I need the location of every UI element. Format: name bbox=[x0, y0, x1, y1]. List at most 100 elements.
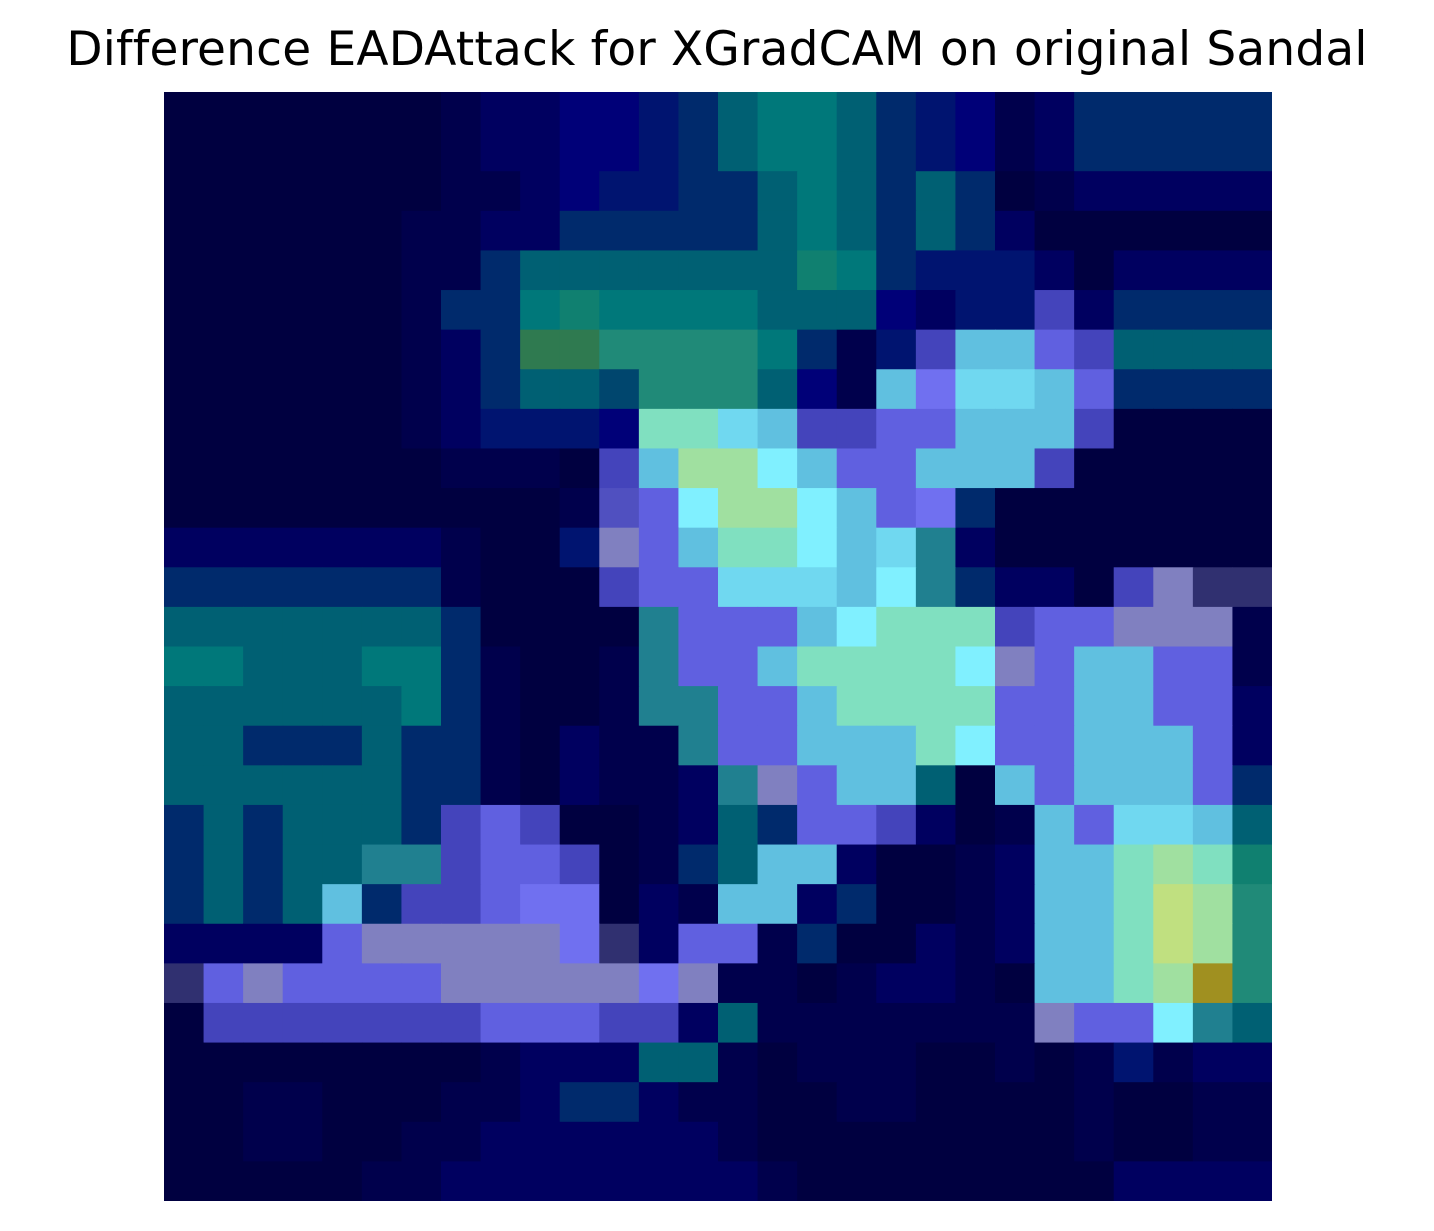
heatmap-cell bbox=[164, 488, 205, 529]
heatmap-cell bbox=[559, 290, 600, 331]
heatmap-cell bbox=[164, 567, 205, 608]
heatmap-cell bbox=[915, 290, 957, 331]
heatmap-cell bbox=[401, 290, 442, 331]
heatmap-cell bbox=[836, 171, 877, 212]
heatmap-cell bbox=[1232, 408, 1272, 450]
heatmap-cell bbox=[282, 488, 323, 529]
heatmap-cell bbox=[955, 963, 996, 1004]
heatmap-cell bbox=[361, 804, 403, 846]
heatmap-cell bbox=[718, 646, 759, 687]
heatmap-cell bbox=[243, 92, 284, 133]
heatmap-cell bbox=[599, 1121, 640, 1162]
heatmap-cell bbox=[797, 923, 838, 964]
heatmap-cell bbox=[1232, 1082, 1272, 1123]
heatmap-cell bbox=[559, 92, 600, 133]
heatmap-cell bbox=[1153, 1121, 1194, 1162]
heatmap-cell bbox=[599, 765, 640, 806]
heatmap-cell bbox=[1153, 646, 1194, 687]
heatmap-cell bbox=[836, 923, 877, 964]
heatmap-cell bbox=[1153, 448, 1194, 489]
heatmap-cell bbox=[361, 923, 403, 964]
heatmap-cell bbox=[1153, 686, 1194, 727]
heatmap-cell bbox=[1153, 250, 1194, 291]
heatmap-cell bbox=[480, 804, 521, 846]
heatmap-cell bbox=[678, 329, 719, 370]
heatmap-cell bbox=[797, 1082, 838, 1123]
heatmap-cell bbox=[1153, 1082, 1194, 1123]
heatmap-cell bbox=[797, 329, 838, 370]
heatmap-cell bbox=[164, 369, 205, 410]
heatmap-cell bbox=[1192, 1042, 1234, 1083]
heatmap-cell bbox=[955, 923, 996, 964]
heatmap-cell bbox=[599, 1002, 640, 1044]
heatmap-cell bbox=[164, 1042, 205, 1083]
heatmap-cell bbox=[480, 1082, 521, 1123]
heatmap-cell bbox=[1074, 804, 1115, 846]
heatmap-cell bbox=[361, 765, 403, 806]
heatmap-cell bbox=[164, 686, 205, 727]
heatmap-cell bbox=[678, 131, 719, 172]
heatmap-cell bbox=[164, 1082, 205, 1123]
heatmap-cell bbox=[401, 527, 442, 568]
heatmap-cell bbox=[836, 884, 877, 925]
heatmap-cell bbox=[638, 488, 680, 529]
heatmap-cell bbox=[361, 1042, 403, 1083]
heatmap-cell bbox=[836, 290, 877, 331]
heatmap-cell bbox=[915, 844, 957, 885]
heatmap-cell bbox=[836, 210, 877, 252]
heatmap-cell bbox=[678, 92, 719, 133]
heatmap-cell bbox=[243, 1002, 284, 1044]
heatmap-cell bbox=[718, 686, 759, 727]
heatmap-cell bbox=[164, 290, 205, 331]
heatmap-cell bbox=[282, 765, 323, 806]
heatmap-cell bbox=[1074, 765, 1115, 806]
heatmap-cell bbox=[1153, 1002, 1194, 1044]
heatmap-cell bbox=[520, 923, 561, 964]
heatmap-cell bbox=[1192, 290, 1234, 331]
heatmap-cell bbox=[480, 448, 521, 489]
heatmap-cell bbox=[203, 844, 244, 885]
heatmap-cell bbox=[1113, 765, 1154, 806]
heatmap-cell bbox=[876, 1082, 917, 1123]
heatmap-cell bbox=[1113, 1161, 1154, 1201]
heatmap-cell bbox=[203, 92, 244, 133]
heatmap-cell bbox=[243, 804, 284, 846]
heatmap-cell bbox=[718, 408, 759, 450]
heatmap-cell bbox=[1074, 250, 1115, 291]
heatmap-cell bbox=[1192, 725, 1234, 766]
heatmap-cell bbox=[1192, 210, 1234, 252]
heatmap-cell bbox=[322, 884, 363, 925]
heatmap-cell bbox=[1074, 646, 1115, 687]
heatmap-cell bbox=[1192, 923, 1234, 964]
heatmap-cell bbox=[1113, 527, 1154, 568]
heatmap-cell bbox=[915, 606, 957, 648]
heatmap-cell bbox=[401, 171, 442, 212]
heatmap-cell bbox=[955, 131, 996, 172]
heatmap-cell bbox=[718, 448, 759, 489]
heatmap-cell bbox=[718, 1121, 759, 1162]
heatmap-cell bbox=[441, 488, 482, 529]
heatmap-cell bbox=[322, 567, 363, 608]
heatmap-cell bbox=[678, 369, 719, 410]
heatmap-cell bbox=[361, 646, 403, 687]
heatmap-cell bbox=[1192, 963, 1234, 1004]
heatmap-cell bbox=[599, 606, 640, 648]
heatmap-cell bbox=[164, 884, 205, 925]
heatmap-cell bbox=[164, 1002, 205, 1044]
heatmap-cell bbox=[1113, 369, 1154, 410]
heatmap-cell bbox=[520, 1082, 561, 1123]
heatmap-cell bbox=[757, 488, 798, 529]
heatmap-cell bbox=[480, 1002, 521, 1044]
heatmap-cell bbox=[995, 408, 1036, 450]
heatmap-cell bbox=[480, 488, 521, 529]
heatmap-cell bbox=[243, 725, 284, 766]
heatmap-cell bbox=[1192, 369, 1234, 410]
heatmap-cell bbox=[797, 765, 838, 806]
heatmap-cell bbox=[1232, 488, 1272, 529]
heatmap-cell bbox=[1153, 567, 1194, 608]
heatmap-cell bbox=[520, 1161, 561, 1201]
heatmap-cell bbox=[361, 725, 403, 766]
heatmap-cell bbox=[638, 804, 680, 846]
heatmap-cell bbox=[797, 290, 838, 331]
heatmap-cell bbox=[955, 1002, 996, 1044]
